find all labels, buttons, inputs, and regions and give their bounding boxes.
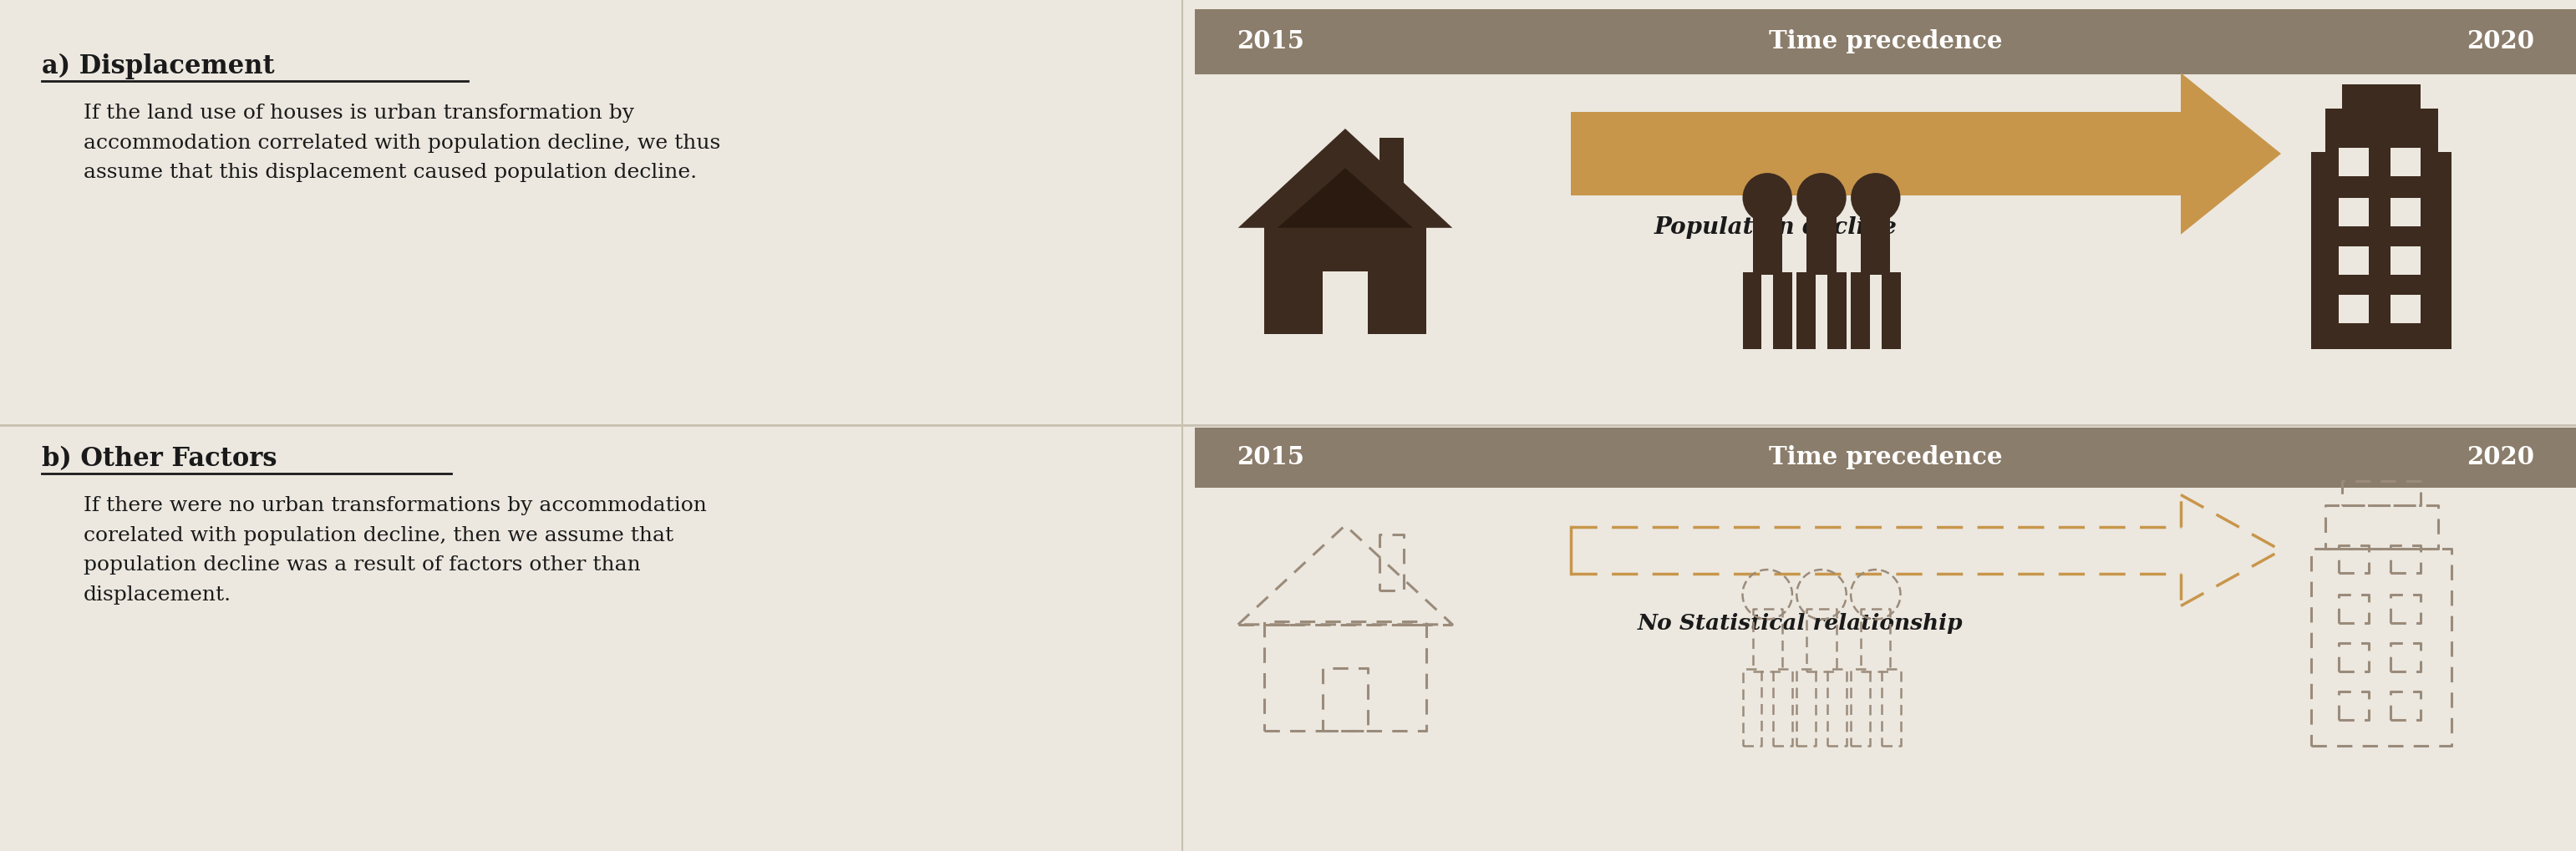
FancyBboxPatch shape (1195, 427, 2576, 488)
Bar (2339, 246, 2370, 275)
Bar (2311, 151, 2452, 349)
Text: If there were no urban transformations by accommodation
corelated with populatio: If there were no urban transformations b… (82, 496, 706, 604)
Bar (2326, 109, 2437, 151)
Bar (1860, 213, 1891, 274)
Circle shape (1850, 173, 1901, 223)
Circle shape (1795, 173, 1847, 223)
Bar (2391, 197, 2421, 226)
Text: No Statistical relationship: No Statistical relationship (1638, 613, 1963, 634)
Bar (1806, 213, 1837, 274)
Bar (2391, 148, 2421, 176)
Text: Population decline: Population decline (1654, 216, 1899, 239)
Bar (1795, 272, 1816, 349)
Bar (1826, 272, 1847, 349)
Text: Time precedence: Time precedence (1770, 30, 2002, 54)
Text: Time precedence: Time precedence (1770, 446, 2002, 470)
Text: b) Other Factors: b) Other Factors (41, 446, 278, 471)
Bar (2339, 148, 2370, 176)
Text: If the land use of houses is urban transformation by
accommodation correlated wi: If the land use of houses is urban trans… (82, 104, 721, 182)
Bar (2391, 294, 2421, 323)
Bar (1378, 138, 1404, 194)
Text: 2015: 2015 (1236, 30, 1303, 54)
Bar (1752, 213, 1783, 274)
Bar (2342, 84, 2421, 109)
Circle shape (1741, 173, 1793, 223)
Text: 2015: 2015 (1236, 446, 1303, 470)
Bar (1880, 272, 1901, 349)
Text: 2020: 2020 (2468, 446, 2535, 470)
Text: a) Displacement: a) Displacement (41, 54, 276, 79)
Bar (2339, 197, 2370, 226)
Polygon shape (1278, 168, 1412, 228)
Bar (1772, 272, 1793, 349)
Bar (1850, 272, 1870, 349)
Text: 2020: 2020 (2468, 30, 2535, 54)
Bar (1321, 271, 1368, 334)
Bar (2339, 294, 2370, 323)
Bar (1265, 225, 1427, 334)
Polygon shape (1571, 73, 2282, 235)
FancyBboxPatch shape (1195, 9, 2576, 74)
Bar (2391, 246, 2421, 275)
Polygon shape (1239, 129, 1453, 228)
Bar (1741, 272, 1762, 349)
